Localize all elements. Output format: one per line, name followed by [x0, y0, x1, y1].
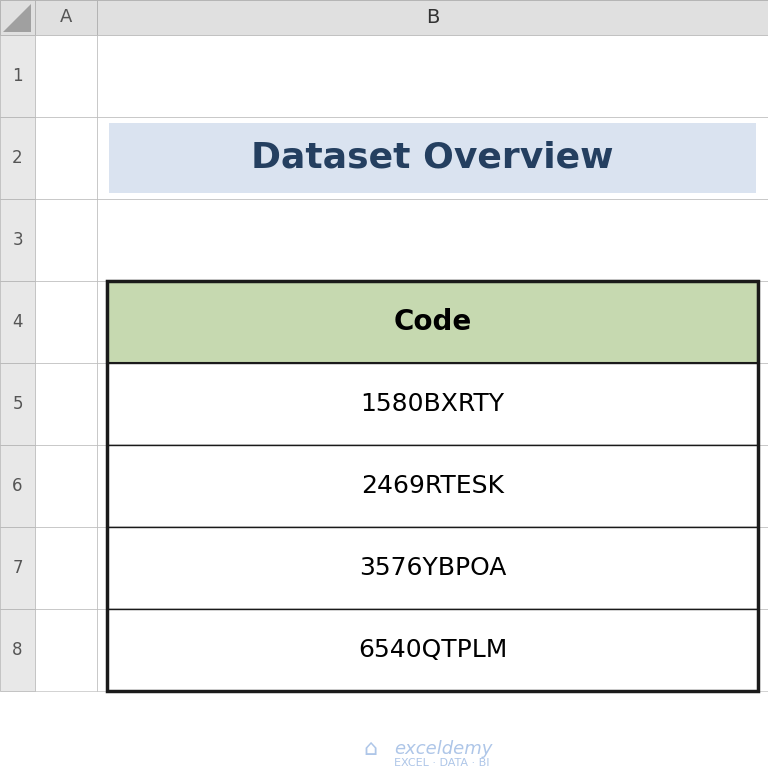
Bar	[107, 445, 758, 527]
Bar	[109, 123, 756, 193]
Text: 7: 7	[12, 559, 23, 577]
Text: 6: 6	[12, 477, 23, 495]
Text: Code: Code	[393, 308, 472, 336]
Bar	[35, 445, 97, 527]
Bar	[0, 445, 35, 527]
Bar	[0, 609, 35, 691]
Bar	[0, 199, 35, 281]
Text: 2: 2	[12, 149, 23, 167]
Text: 4: 4	[12, 313, 23, 331]
Text: Dataset Overview: Dataset Overview	[251, 141, 614, 175]
Bar	[35, 0, 97, 35]
Bar	[97, 117, 768, 199]
Text: ⌂: ⌂	[363, 739, 377, 759]
Text: 5: 5	[12, 395, 23, 413]
Bar	[107, 609, 758, 691]
Bar	[97, 527, 768, 609]
Bar	[0, 35, 35, 117]
Bar	[107, 363, 758, 445]
Bar	[97, 609, 768, 691]
Bar	[0, 117, 35, 199]
Text: B: B	[425, 8, 439, 27]
Bar	[35, 363, 97, 445]
Text: exceldemy: exceldemy	[394, 740, 492, 758]
Bar	[107, 281, 758, 363]
Bar	[0, 0, 35, 35]
Bar	[35, 609, 97, 691]
Bar	[97, 199, 768, 281]
Text: 3576YBPOA: 3576YBPOA	[359, 556, 506, 580]
Text: 1: 1	[12, 67, 23, 85]
Text: 2469RTESK: 2469RTESK	[361, 474, 504, 498]
Text: 8: 8	[12, 641, 23, 659]
Bar	[35, 199, 97, 281]
Bar	[0, 0, 768, 35]
Text: 6540QTPLM: 6540QTPLM	[358, 638, 507, 662]
Bar	[97, 35, 768, 117]
Bar	[97, 0, 768, 35]
Bar	[97, 445, 768, 527]
Polygon shape	[3, 4, 31, 32]
Bar	[107, 281, 758, 691]
Text: A: A	[60, 9, 72, 26]
Bar	[35, 117, 97, 199]
Bar	[97, 363, 768, 445]
Bar	[35, 281, 97, 363]
Bar	[97, 281, 768, 363]
Bar	[35, 35, 97, 117]
Text: EXCEL · DATA · BI: EXCEL · DATA · BI	[394, 758, 489, 768]
Text: 3: 3	[12, 231, 23, 249]
Text: 1580BXRTY: 1580BXRTY	[360, 392, 505, 416]
Bar	[107, 527, 758, 609]
Bar	[0, 363, 35, 445]
Bar	[0, 281, 35, 363]
Bar	[0, 527, 35, 609]
Bar	[35, 527, 97, 609]
